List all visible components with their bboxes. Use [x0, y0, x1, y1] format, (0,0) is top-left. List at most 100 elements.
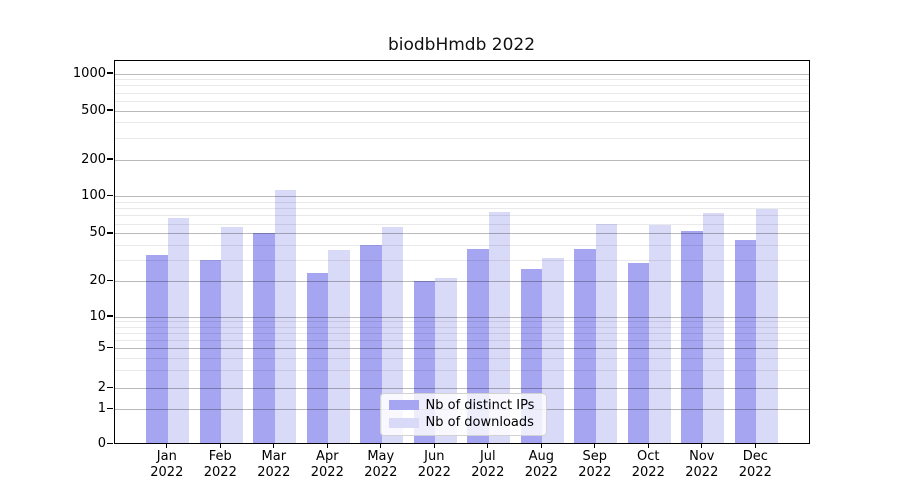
y-tick-label-10: 10	[89, 308, 106, 324]
x-tick-label-feb: Feb 2022	[203, 449, 237, 480]
chart-title: biodbHmdb 2022	[387, 35, 536, 55]
bar-distinct-ips-mar	[253, 232, 275, 443]
gridline-minor-9	[114, 321, 809, 323]
bar-distinct-ips-may	[360, 244, 382, 443]
x-tick-mark-mar	[273, 444, 275, 448]
bar-distinct-ips-apr	[306, 273, 329, 443]
x-tick-label-dec: Dec 2022	[738, 449, 772, 480]
gridline-minor-3	[114, 370, 809, 372]
y-tick-mark-1	[107, 407, 113, 409]
x-tick-mark-apr	[326, 444, 328, 448]
x-tick-mark-jan	[166, 444, 168, 448]
legend-item-distinct-ips: Nb of distinct IPs	[388, 397, 538, 413]
bar-downloads-sep	[595, 224, 618, 443]
bar-distinct-ips-jan	[146, 254, 168, 443]
gridline-minor-700	[114, 92, 809, 94]
y-tick-mark-5	[107, 347, 113, 349]
bar-downloads-oct	[649, 224, 671, 443]
y-tick-label-1000: 1000	[72, 65, 106, 81]
gridline-major-50	[114, 233, 809, 235]
bar-distinct-ips-feb	[199, 259, 222, 443]
x-tick-label-jun: Jun 2022	[417, 449, 451, 480]
bar-distinct-ips-dec	[734, 239, 757, 443]
x-tick-mark-may	[380, 444, 382, 448]
y-tick-label-2: 2	[97, 379, 106, 395]
gridline-major-5	[114, 348, 809, 350]
y-tick-label-0: 0	[97, 436, 106, 451]
x-tick-mark-aug	[540, 444, 542, 448]
gridline-minor-40	[114, 245, 809, 247]
y-tick-label-1: 1	[97, 400, 106, 416]
gridline-minor-900	[114, 79, 809, 81]
y-tick-label-20: 20	[89, 273, 106, 289]
gridline-minor-6	[114, 339, 809, 341]
bar-distinct-ips-nov	[681, 230, 703, 443]
gridline-minor-8	[114, 326, 809, 328]
bar-distinct-ips-oct	[627, 263, 650, 443]
y-tick-label-500: 500	[81, 102, 106, 118]
x-tick-label-oct: Oct 2022	[631, 449, 665, 480]
legend-item-downloads: Nb of downloads	[388, 415, 538, 431]
plot-area	[113, 60, 810, 444]
y-tick-mark-500	[107, 109, 113, 111]
bar-downloads-dec	[756, 209, 778, 443]
legend-swatch-distinct-ips	[388, 400, 419, 411]
gridline-major-2	[114, 387, 809, 389]
x-tick-label-jan: Jan 2022	[150, 449, 184, 480]
x-tick-mark-nov	[701, 444, 703, 448]
gridline-major-1000	[114, 73, 809, 75]
y-tick-mark-10	[107, 315, 113, 317]
gridline-major-100	[114, 196, 809, 198]
y-tick-mark-100	[107, 195, 113, 197]
legend-label-downloads: Nb of downloads	[425, 415, 534, 431]
x-tick-mark-jul	[487, 444, 489, 448]
legend: Nb of distinct IPs Nb of downloads	[379, 392, 547, 436]
bar-downloads-nov	[702, 213, 725, 443]
x-tick-mark-feb	[219, 444, 221, 448]
y-tick-mark-1000	[107, 72, 113, 74]
bar-distinct-ips-sep	[574, 248, 596, 443]
y-tick-label-5: 5	[97, 340, 106, 356]
y-tick-mark-50	[107, 232, 113, 234]
y-tick-label-50: 50	[89, 225, 106, 241]
x-tick-mark-sep	[594, 444, 596, 448]
gridline-minor-600	[114, 100, 809, 102]
x-tick-mark-jun	[433, 444, 435, 448]
x-tick-label-aug: Aug 2022	[524, 449, 558, 480]
bar-downloads-mar	[274, 189, 297, 443]
gridline-major-500	[114, 110, 809, 112]
gridline-minor-4	[114, 357, 809, 359]
y-tick-label-100: 100	[81, 188, 106, 204]
bar-downloads-jan	[167, 218, 190, 443]
bar-downloads-may	[381, 226, 404, 443]
y-tick-mark-200	[107, 158, 113, 160]
y-tick-mark-0	[107, 442, 113, 445]
x-tick-label-may: May 2022	[364, 449, 398, 480]
x-tick-label-nov: Nov 2022	[685, 449, 719, 480]
bar-downloads-feb	[221, 226, 243, 443]
gridline-major-10	[114, 316, 809, 318]
gridline-minor-30	[114, 260, 809, 262]
gridline-minor-7	[114, 332, 809, 334]
legend-label-distinct-ips: Nb of distinct IPs	[425, 397, 535, 413]
gridline-minor-70	[114, 215, 809, 217]
y-tick-label-200: 200	[81, 151, 106, 167]
x-tick-label-mar: Mar 2022	[257, 449, 291, 480]
bar-downloads-jul	[488, 211, 511, 443]
y-tick-mark-20	[107, 280, 113, 282]
x-tick-label-apr: Apr 2022	[310, 449, 344, 480]
gridline-minor-90	[114, 201, 809, 203]
gridline-major-200	[114, 159, 809, 161]
x-tick-label-jul: Jul 2022	[471, 449, 505, 480]
x-tick-mark-dec	[754, 444, 756, 448]
bar-downloads-apr	[328, 250, 350, 443]
legend-swatch-downloads	[388, 417, 419, 428]
gridline-minor-60	[114, 223, 809, 225]
bar-downloads-aug	[542, 257, 564, 443]
y-tick-mark-2	[107, 386, 113, 388]
gridline-minor-80	[114, 208, 809, 210]
x-tick-label-sep: Sep 2022	[578, 449, 612, 480]
gridline-minor-800	[114, 85, 809, 87]
gridline-minor-400	[114, 122, 809, 124]
